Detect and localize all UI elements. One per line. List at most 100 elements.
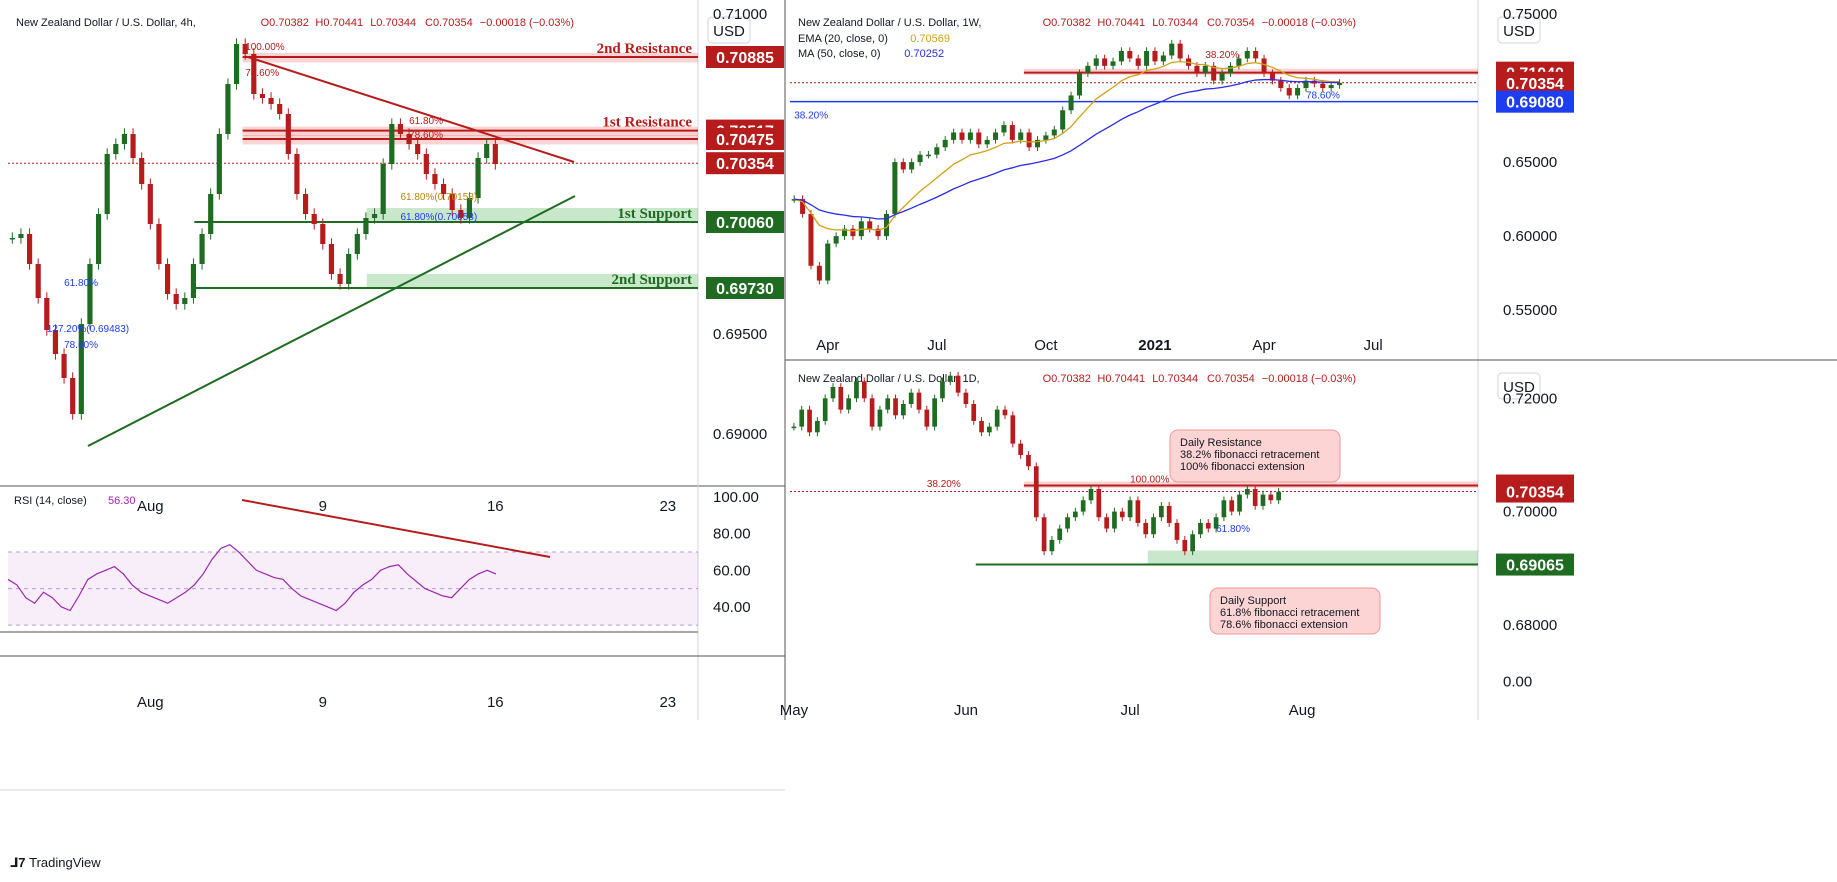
candle — [1127, 51, 1133, 59]
candle — [1236, 58, 1242, 66]
candle — [371, 214, 378, 218]
candle — [1278, 80, 1284, 89]
candle — [328, 244, 335, 274]
candle — [1110, 61, 1116, 66]
price-tag-value: 0.70060 — [716, 215, 774, 232]
support-zone — [366, 208, 698, 222]
y-tick-label: 100.00 — [713, 489, 759, 506]
y-tick-label: 0.68000 — [1503, 617, 1557, 634]
support-zone — [1147, 550, 1478, 565]
candle — [1144, 51, 1150, 66]
support-zone — [366, 274, 698, 288]
candle — [285, 114, 291, 154]
x-tick-label: 23 — [659, 694, 676, 711]
chart-w1: New Zealand Dollar / U.S. Dollar, 1W, O0.… — [790, 6, 1574, 354]
candle — [932, 398, 937, 427]
candle — [78, 324, 84, 414]
candle — [173, 294, 179, 304]
candle — [182, 298, 188, 304]
candle — [979, 420, 984, 433]
price-tag-value: 0.70885 — [716, 50, 774, 67]
x-tick-label: Apr — [816, 337, 839, 354]
candle — [1080, 500, 1086, 512]
fib-label: 61.80% — [64, 278, 98, 289]
candle — [423, 154, 429, 174]
y-tick-label: 60.00 — [713, 562, 751, 579]
candle — [242, 44, 248, 54]
rsi-trendline — [241, 499, 551, 558]
candle — [1102, 58, 1108, 66]
candle — [1269, 73, 1275, 81]
candle — [1033, 466, 1039, 518]
candle — [1127, 500, 1133, 518]
daily-support-callout-text: 78.6% fibonacci extension — [1220, 619, 1348, 631]
fib-label: 78.60% — [1306, 91, 1340, 102]
candle — [1229, 500, 1235, 512]
candle — [867, 221, 873, 229]
candle — [1112, 511, 1117, 529]
candle — [1143, 522, 1149, 535]
candle — [1026, 454, 1031, 467]
candle — [354, 234, 360, 254]
candle — [320, 224, 326, 244]
candle — [838, 386, 844, 410]
daily-resistance-callout-text: 38.2% fibonacci retracement — [1180, 449, 1319, 461]
candle — [925, 154, 931, 157]
y-tick-label: 0.75000 — [1503, 6, 1557, 23]
candle — [901, 403, 906, 416]
candle — [363, 218, 369, 234]
fib-label: 127.20%(0.69483) — [47, 324, 129, 335]
candle — [883, 213, 890, 237]
candle — [104, 154, 110, 214]
price-tag — [706, 46, 784, 68]
candle — [994, 409, 1000, 427]
y-tick-label: 0.60000 — [1503, 228, 1557, 245]
candle — [917, 154, 923, 163]
fib-label: 78.60% — [245, 68, 279, 79]
chart-h4: New Zealand Dollar / U.S. Dollar, 4h, O0.… — [8, 6, 784, 515]
candle — [259, 94, 266, 98]
candle — [406, 134, 412, 144]
chart-title-0: New Zealand Dollar / U.S. Dollar, 1D, — [798, 373, 980, 385]
currency-label: USD — [1503, 23, 1535, 40]
tradingview-icon: ⅃7 — [10, 855, 30, 870]
candle — [233, 44, 240, 84]
y-tick-label: 0.65000 — [1503, 154, 1557, 171]
candle — [87, 264, 93, 324]
y-tick-label: 0.71000 — [713, 6, 767, 23]
candle — [1198, 522, 1203, 535]
candle — [900, 162, 906, 170]
price-tag — [1496, 90, 1574, 113]
candle — [18, 234, 24, 238]
candle — [397, 124, 404, 134]
daily-support-callout-text: 61.8% fibonacci retracement — [1220, 607, 1359, 619]
candle — [1221, 500, 1227, 518]
fib-label: 38.20% — [794, 111, 828, 122]
candle — [475, 158, 481, 198]
candle — [1253, 51, 1259, 59]
candle — [1268, 494, 1274, 501]
candle — [311, 214, 317, 224]
candle — [139, 158, 145, 184]
candle — [1073, 511, 1078, 518]
candle — [791, 199, 797, 201]
candle — [908, 392, 914, 404]
candle — [1213, 517, 1219, 529]
candle — [934, 147, 940, 155]
candle — [850, 228, 856, 237]
price-tag — [1496, 480, 1574, 503]
candle — [1085, 65, 1091, 74]
x-tick-label: 9 — [319, 694, 327, 711]
candle — [1068, 95, 1074, 111]
candle — [893, 398, 898, 416]
candle — [415, 144, 421, 154]
chart-title-1: O0.70382 — [1043, 17, 1091, 29]
chart-title-1: O0.70382 — [1043, 373, 1091, 385]
candle — [822, 398, 828, 421]
candle — [432, 174, 438, 184]
chart-d1: New Zealand Dollar / U.S. Dollar, 1D, O0.… — [780, 371, 1574, 719]
candle — [440, 184, 447, 194]
candle — [947, 375, 953, 382]
candle — [484, 144, 490, 158]
